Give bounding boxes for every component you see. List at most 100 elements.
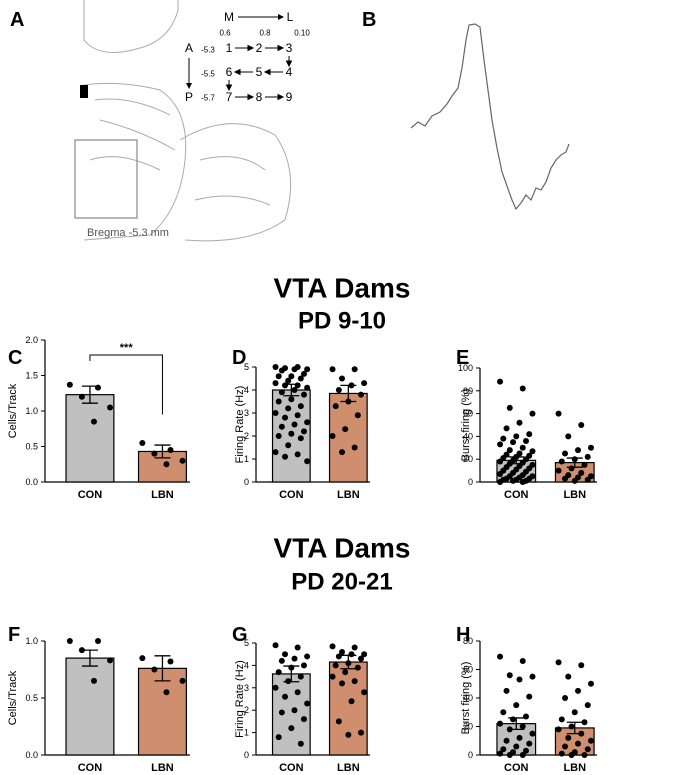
data-point [361, 380, 368, 387]
data-point [297, 403, 304, 410]
data-point [519, 385, 526, 392]
data-point [107, 657, 114, 664]
atlas-caption: Bregma -5.3 mm [87, 227, 169, 239]
data-point [581, 752, 588, 758]
data-point [285, 678, 292, 685]
y-tick-label: 1 [244, 454, 249, 464]
data-point [285, 377, 292, 384]
data-point [339, 648, 346, 655]
data-point [107, 404, 114, 411]
x-tick-label: CON [78, 762, 103, 774]
x-tick-label: CON [78, 489, 103, 501]
data-point [506, 672, 513, 679]
medial-label: M [224, 10, 234, 24]
y-tick-label: 0.0 [25, 477, 38, 487]
y-tick-label: 4 [244, 660, 249, 670]
data-point [179, 457, 186, 464]
y-axis-label: Firing Rate (Hz) [234, 386, 246, 464]
y-tick-label: 0 [468, 750, 473, 760]
data-point [587, 680, 594, 687]
x-tick-label: LBN [337, 762, 360, 774]
panel-letter: G [232, 624, 248, 646]
data-point [288, 725, 295, 732]
site: 3 [286, 41, 293, 55]
data-point [291, 707, 298, 714]
ap-coord: -5.5 [201, 70, 215, 79]
data-point [300, 391, 307, 398]
data-point [335, 653, 342, 660]
waveform [410, 23, 570, 211]
data-point [516, 676, 523, 683]
data-point [275, 734, 282, 741]
data-point [351, 366, 358, 373]
y-tick-label: 3 [244, 408, 249, 418]
data-point [294, 382, 301, 389]
y-tick-label: 0 [468, 477, 473, 487]
posterior-label: P [185, 90, 193, 104]
data-point [558, 750, 565, 757]
data-point [300, 662, 307, 669]
bar-chart: H Burst firing (%) 0 20 40 60 80 CON LBN [456, 624, 597, 774]
data-point [288, 430, 295, 437]
data-point [587, 444, 594, 451]
panel-letter: C [8, 347, 22, 369]
data-point [345, 731, 352, 738]
data-point [329, 673, 336, 680]
data-point [513, 743, 520, 750]
data-point [571, 477, 578, 484]
data-point [510, 716, 517, 723]
y-tick-label: 60 [463, 409, 473, 419]
data-point [278, 389, 285, 396]
data-point [282, 693, 289, 700]
ml-coord: 0.6 [219, 29, 231, 38]
data-point [571, 709, 578, 716]
y-tick-label: 2.0 [25, 335, 38, 345]
y-tick-label: 1.5 [25, 371, 38, 381]
panel-letter: H [456, 624, 470, 646]
brain-atlas: Bregma -5.3 mm [74, 0, 292, 242]
x-tick-label: CON [279, 762, 304, 774]
y-tick-label: 0 [244, 477, 249, 487]
data-point [500, 746, 507, 753]
data-point [278, 657, 285, 664]
ap-coord: -5.3 [201, 46, 215, 55]
data-point [339, 375, 346, 382]
data-point [285, 405, 292, 412]
data-point [94, 384, 101, 391]
y-tick-label: 1 [244, 728, 249, 738]
data-point [497, 441, 504, 448]
y-tick-label: 5 [244, 638, 249, 648]
data-point [90, 677, 97, 684]
site: 2 [256, 41, 263, 55]
data-point [575, 687, 582, 694]
data-point [151, 666, 158, 673]
data-point [304, 458, 311, 465]
data-point [529, 673, 536, 680]
significance-label: *** [120, 342, 134, 354]
data-point [503, 687, 510, 694]
data-point [497, 378, 504, 385]
y-tick-label: 0.5 [25, 693, 38, 703]
data-point [300, 716, 307, 723]
data-point [578, 469, 585, 476]
data-point [357, 655, 364, 662]
data-point [139, 439, 146, 446]
y-tick-label: 4 [244, 385, 249, 395]
data-point [497, 471, 504, 478]
data-point [497, 479, 504, 485]
data-point [335, 387, 342, 393]
panel-letter: A [10, 9, 24, 31]
coordinate-key: M L 0.6 0.8 0.10 A P -5.3 -5.5 -5.7 1 2 … [185, 10, 310, 104]
heading-subtitle: PD 9-10 [298, 308, 386, 335]
data-point [513, 702, 520, 709]
data-point [278, 709, 285, 716]
data-point [581, 719, 588, 726]
panel-letter: D [232, 347, 246, 369]
data-point [516, 419, 523, 426]
site: 5 [256, 65, 263, 79]
data-point [351, 644, 358, 651]
bar [137, 667, 187, 756]
y-tick-label: 80 [463, 386, 473, 396]
y-tick-label: 5 [244, 362, 249, 372]
data-point [500, 709, 507, 716]
